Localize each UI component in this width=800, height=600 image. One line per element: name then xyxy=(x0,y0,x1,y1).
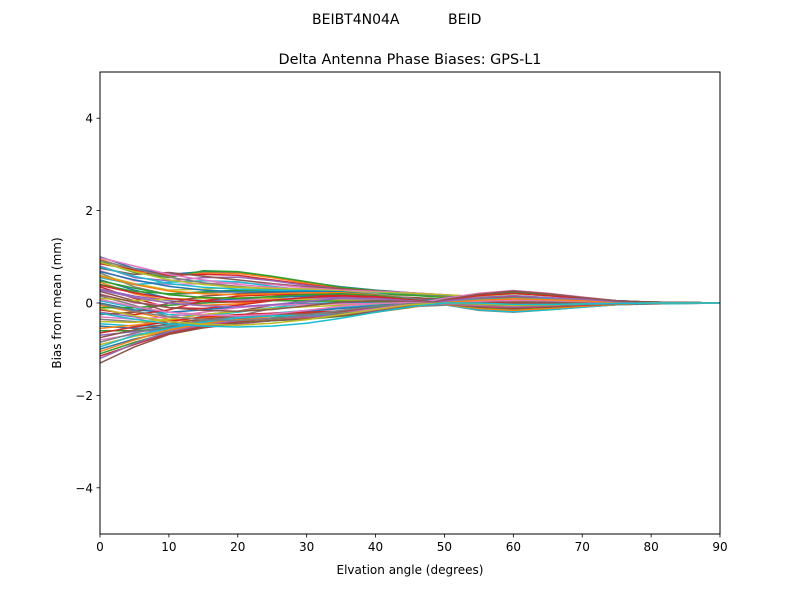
y-tick-label: −2 xyxy=(75,389,93,403)
y-tick-label: −4 xyxy=(75,481,93,495)
suptitle-site: BEID xyxy=(448,12,481,28)
x-tick-label: 70 xyxy=(575,540,590,554)
x-tick-label: 10 xyxy=(161,540,176,554)
x-tick-label: 0 xyxy=(96,540,104,554)
x-tick-label: 50 xyxy=(437,540,452,554)
y-axis-label: Bias from mean (mm) xyxy=(50,237,64,368)
y-tick-label: 2 xyxy=(85,204,93,218)
ticks-layer: 0 10 20 30 40 50 60 70 80 90 −4 −2 0 2 4 xyxy=(75,112,727,554)
suptitle-station: BEIBT4N04A xyxy=(312,12,400,28)
x-tick-label: 20 xyxy=(230,540,245,554)
chart-title: Delta Antenna Phase Biases: GPS-L1 xyxy=(279,52,542,68)
series-layer xyxy=(100,256,720,364)
x-tick-label: 30 xyxy=(299,540,314,554)
x-tick-label: 40 xyxy=(368,540,383,554)
x-tick-label: 80 xyxy=(643,540,658,554)
x-axis-label: Elvation angle (degrees) xyxy=(337,563,484,577)
x-tick-label: 90 xyxy=(712,540,727,554)
series-line-60 xyxy=(100,302,720,328)
y-tick-label: 0 xyxy=(85,297,93,311)
y-tick-label: 4 xyxy=(85,112,93,126)
x-tick-label: 60 xyxy=(506,540,521,554)
